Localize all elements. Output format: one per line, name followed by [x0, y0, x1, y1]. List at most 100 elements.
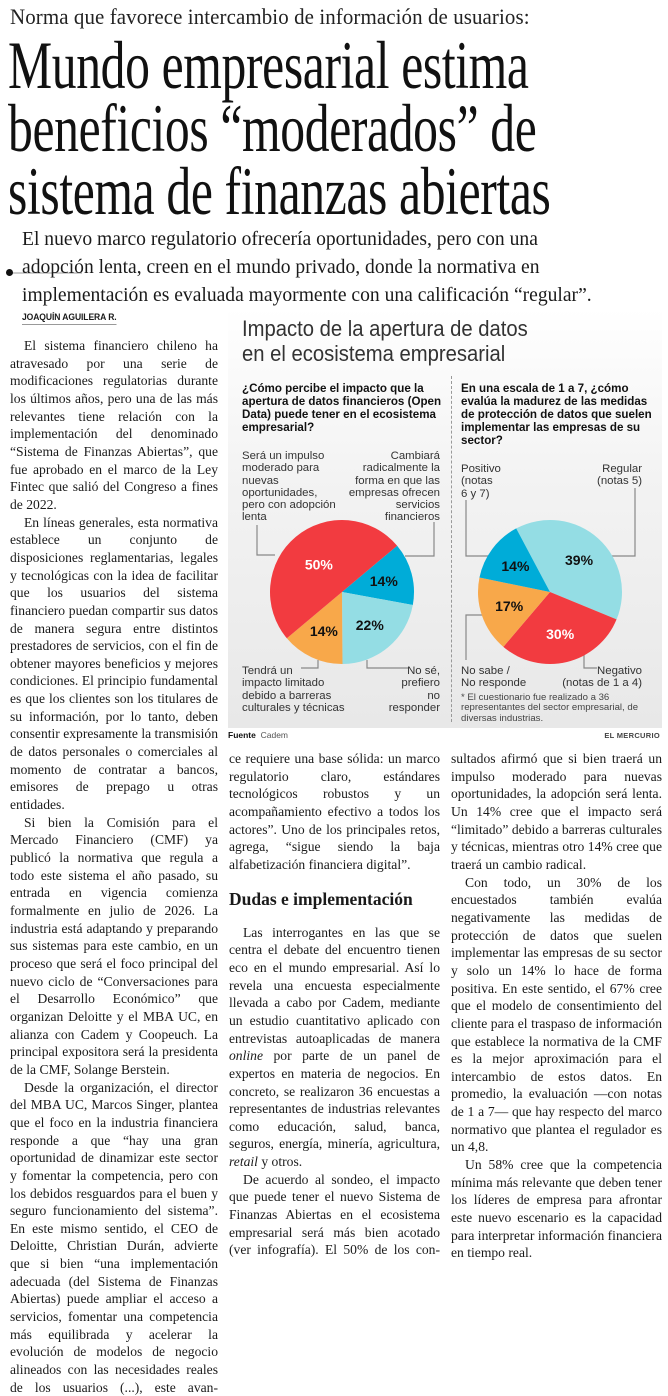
leader-line	[405, 522, 435, 557]
source-label: Fuente	[228, 730, 256, 740]
label-line: culturales y técnicas	[242, 701, 345, 714]
leader-line	[256, 525, 275, 556]
label-positivo: Positivo (notas 6 y 7)	[461, 463, 501, 500]
label-line: oportunidades,	[242, 486, 318, 499]
label-line: radicalmente la	[362, 462, 440, 475]
italic-text: retail	[229, 1154, 258, 1170]
label-line: responder	[388, 701, 440, 714]
column-middle: ce requiere una base sólida: un marco re…	[229, 750, 440, 1259]
source-value: Cadem	[260, 730, 289, 740]
label-line: Regular	[602, 463, 642, 475]
label-line: servicios	[395, 499, 440, 512]
text: y otros.	[257, 1154, 303, 1170]
label-line: lenta	[242, 511, 267, 524]
deck-line: implementación es evaluada mayormente co…	[22, 284, 592, 306]
paragraph: ce requiere una base sólida: un marco re…	[229, 751, 440, 872]
question-line: En una escala de 1 a 7, ¿cómo	[461, 382, 629, 395]
italic-text: online	[229, 1048, 263, 1064]
question-line: sector?	[461, 433, 503, 447]
label-line: debido a barreras	[242, 689, 332, 702]
label-line: pero con adopción	[242, 499, 336, 512]
pie-slice	[270, 520, 398, 639]
label-line: (notas de 1 a 4)	[562, 677, 642, 690]
leader-line	[465, 614, 483, 660]
slice-value-label: 17%	[495, 598, 524, 614]
paragraph: Un 58% cree que la competencia mínima má…	[451, 1157, 662, 1261]
headline-line-2: beneficios “moderados” de	[8, 90, 537, 166]
label-line: no	[427, 689, 440, 702]
label-line: Positivo	[461, 463, 501, 475]
slice-value-label: 14%	[310, 623, 339, 639]
label-line: Negativo	[597, 665, 642, 677]
bullet-dot	[6, 269, 13, 276]
leader-line	[366, 660, 408, 669]
text: por parte de un panel de expertos en mat…	[229, 1048, 440, 1152]
paragraph: Si bien la Comisión para el Mercado Fina…	[10, 814, 218, 1077]
label-regular: Regular (notas 5)	[597, 463, 642, 488]
leader-line	[583, 655, 597, 669]
pie-slice	[479, 528, 550, 592]
paragraph: El sistema financiero chileno ha atraves…	[10, 338, 218, 512]
headline-line-3: sistema de finanzas abiertas	[8, 153, 551, 229]
label-cambiara-radicalmente: Cambiará radicalmente la forma en que la…	[349, 450, 440, 524]
label-impacto-limitado: Tendrá un impacto limitado debido a barr…	[242, 665, 345, 714]
deck-line: El nuevo marco regulatorio ofrecería opo…	[22, 228, 538, 250]
footnote-line: * El cuestionario fue realizado a 36	[461, 692, 610, 703]
deck-line: adopción lenta, creen en el mundo privad…	[22, 256, 540, 278]
byline: JOAQUÍN AGUILERA R.	[22, 312, 117, 325]
pie-slice	[516, 520, 622, 620]
label-line: (notas 5)	[597, 475, 642, 488]
slice-value-label: 14%	[501, 558, 530, 574]
question-line: Data) puede tener en el ecosistema	[242, 407, 436, 421]
label-line: forma en que las	[355, 474, 440, 487]
label-line: No sabe /	[461, 665, 510, 677]
brand-credit: EL MERCURIO	[604, 731, 660, 740]
label-no-se: No sé, prefiero no responder	[389, 665, 440, 714]
label-negativo: Negativo (notas de 1 a 4)	[562, 665, 642, 690]
column-right: sultados afirmó que si bien traerá un im…	[451, 750, 662, 1262]
slice-value-label: 30%	[546, 626, 575, 642]
chart1-question: ¿Cómo percibe el impacto que la apertura…	[242, 382, 447, 435]
kicker: Norma que favorece intercambio de inform…	[10, 4, 530, 29]
infographic-title-line: Impacto de la apertura de datos	[242, 316, 528, 341]
paragraph: Las interrogantes en las que se centra e…	[229, 924, 440, 1171]
paragraph: sultados afirmó que si bien traerá un im…	[451, 751, 662, 872]
label-line: moderado para	[242, 462, 320, 475]
chart2-question: En una escala de 1 a 7, ¿cómo evalúa la …	[461, 382, 661, 448]
label-no-sabe: No sabe / No responde	[461, 665, 526, 690]
question-line: empresarial?	[242, 420, 315, 434]
label-line: Cambiará	[390, 450, 440, 462]
footnote: * El cuestionario fue realizado a 36 rep…	[461, 692, 638, 724]
label-line: nuevas	[242, 474, 279, 487]
pie-charts: 14% 22% 14% 50% 39% 30% 17% 14%	[256, 488, 636, 669]
question-line: evalúa la madurez de las medidas	[461, 394, 648, 408]
infographic: Impacto de la apertura de datos en el ec…	[228, 308, 662, 728]
divider-line	[8, 272, 82, 274]
label-line: 6 y 7)	[461, 487, 490, 500]
source: Fuente Cadem	[228, 730, 288, 740]
deck: El nuevo marco regulatorio ofrecería opo…	[22, 225, 652, 309]
question-line: de protección de datos que suelen	[461, 407, 652, 421]
question-line: implementar las empresas de su	[461, 420, 641, 434]
footnote-line: diversas industrias.	[461, 712, 544, 724]
leader-line	[465, 500, 488, 557]
paragraph: De acuerdo al sondeo, el impacto que pue…	[229, 1171, 440, 1258]
label-line: impacto limitado	[242, 677, 325, 690]
leader-line	[301, 660, 319, 669]
infographic-title: Impacto de la apertura de datos en el ec…	[242, 316, 528, 366]
column-left: El sistema financiero chileno ha atraves…	[10, 337, 218, 1396]
pie-slice	[342, 592, 413, 664]
label-line: (notas	[461, 475, 493, 488]
question-line: ¿Cómo percibe el impacto que la	[242, 382, 424, 395]
infographic-title-line: en el ecosistema empresarial	[242, 341, 506, 366]
slice-value-label: 14%	[370, 573, 399, 589]
label-line: prefiero	[401, 677, 440, 690]
label-line: financieros	[384, 511, 440, 524]
slice-value-label: 22%	[356, 617, 385, 633]
text: Las interrogantes en las que se centra e…	[229, 924, 440, 1046]
headline-line-1: Mundo empresarial estima	[8, 27, 529, 103]
label-line: No sé,	[407, 665, 440, 677]
label-line: Será un impulso	[242, 450, 325, 462]
pie-slice	[503, 592, 617, 665]
label-line: No responde	[461, 677, 527, 690]
